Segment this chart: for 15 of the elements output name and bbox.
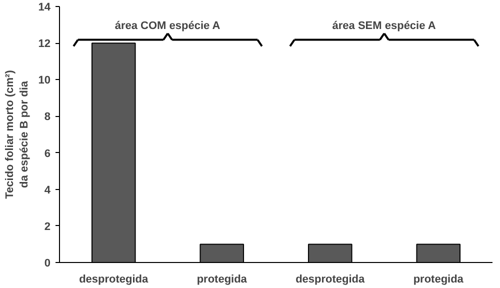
x-tick-label: protegida — [413, 274, 464, 286]
y-tick-label: 10 — [38, 74, 51, 87]
annotation: área COM espécie A — [114, 20, 220, 32]
y-tick-label: 6 — [44, 148, 51, 160]
y-tick-label: 0 — [44, 258, 51, 270]
y-tick-label: 8 — [44, 111, 51, 124]
x-tick-label: protegida — [196, 274, 248, 286]
x-tick-label: desprotegida — [79, 274, 150, 286]
y-axis-title: Tecido foliar morto (cm²) da espécie B por dia — [4, 70, 30, 199]
y-tick-label: 2 — [44, 220, 51, 233]
y-tick-label: 4 — [44, 184, 52, 196]
annotation: área SEM espécie A — [332, 20, 436, 32]
y-tick-label: 14 — [38, 2, 52, 14]
x-tick-label: desprotegida — [296, 274, 366, 286]
y-tick-label: 12 — [38, 38, 51, 50]
